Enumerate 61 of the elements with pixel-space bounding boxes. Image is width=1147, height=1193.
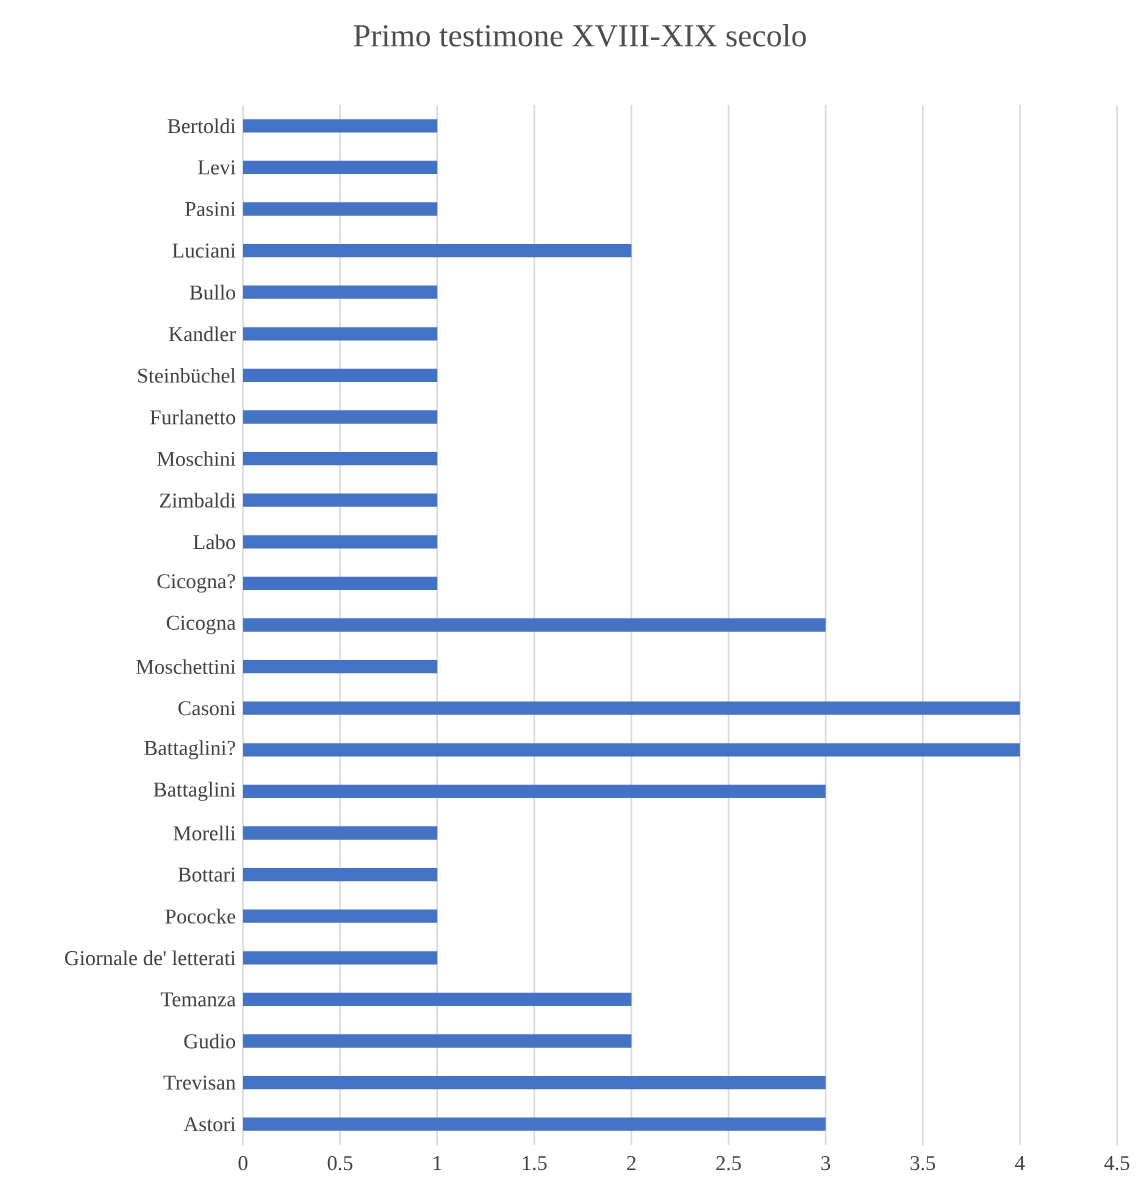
y-tick-label: Moschettini: [136, 659, 236, 675]
bar: [243, 909, 438, 923]
y-tick-label: Bottari: [178, 867, 236, 882]
x-tick-label: 3.5: [910, 1156, 936, 1171]
x-tick-label: 4.5: [1104, 1156, 1130, 1171]
x-tick-label: 1.5: [523, 1156, 547, 1171]
bar: [243, 160, 438, 175]
bar: [243, 119, 438, 133]
bar: [243, 1034, 632, 1048]
y-tick-label: Battaglini: [153, 781, 236, 801]
bar: [243, 285, 438, 299]
bar: [243, 867, 438, 882]
bar: [243, 451, 438, 466]
bar: [243, 618, 826, 632]
bar: [243, 826, 438, 840]
y-tick-label: Levi: [198, 160, 236, 175]
y-tick-label: Cicogna?: [157, 574, 236, 593]
y-tick-label: Morelli: [173, 825, 236, 841]
y-tick-label: Cicogna: [166, 615, 236, 635]
chart-title: Primo testimone XVIII-XIX secolo: [353, 24, 806, 47]
x-tick-label: 1: [433, 1156, 442, 1170]
y-tick-label: Casoni: [178, 701, 236, 716]
y-tick-label: Zimbaldi: [159, 492, 236, 508]
y-tick-label: Giornale de' letterati: [65, 950, 236, 966]
bar: [243, 368, 438, 383]
y-tick-label: Astori: [183, 1117, 236, 1132]
y-tick-label: Bertoldi: [167, 118, 236, 134]
y-tick-label: Pococke: [165, 908, 236, 924]
bar: [243, 1075, 826, 1090]
y-tick-label: Furlanetto: [150, 409, 236, 425]
x-tick-label: 0: [238, 1156, 248, 1171]
bar: [243, 535, 438, 549]
y-tick-label: Labo: [193, 534, 236, 550]
y-tick-label: Gudio: [184, 1033, 236, 1049]
bar: [243, 410, 438, 424]
bar: [243, 576, 438, 591]
bar: [243, 493, 438, 507]
bar: [243, 1117, 826, 1131]
bar: [243, 202, 438, 216]
bar: [243, 951, 438, 965]
x-tick-label: 4: [1015, 1156, 1025, 1170]
y-tick-label: Bullo: [189, 284, 236, 300]
bar: [243, 243, 632, 258]
x-tick-label: 3: [821, 1156, 831, 1171]
bar: [243, 743, 1020, 757]
x-tick-label: 2: [627, 1156, 636, 1170]
y-tick-label: Luciani: [172, 243, 236, 258]
bar: [243, 659, 438, 674]
y-tick-label: Kandler: [168, 326, 236, 342]
x-tick-label: 0.5: [327, 1156, 353, 1171]
y-tick-label: Trevisan: [163, 1075, 236, 1090]
x-tick-label: 2.5: [716, 1156, 741, 1171]
bar: [243, 327, 438, 341]
y-tick-label: Pasini: [185, 201, 236, 217]
y-tick-label: Steinbüchel: [138, 368, 236, 383]
y-tick-label: Battaglini?: [144, 740, 236, 760]
y-tick-label: Moschini: [157, 451, 236, 467]
y-tick-label: Temanza: [160, 992, 236, 1007]
bar: [243, 701, 1020, 715]
bar: [243, 992, 632, 1007]
bar: [243, 784, 826, 799]
